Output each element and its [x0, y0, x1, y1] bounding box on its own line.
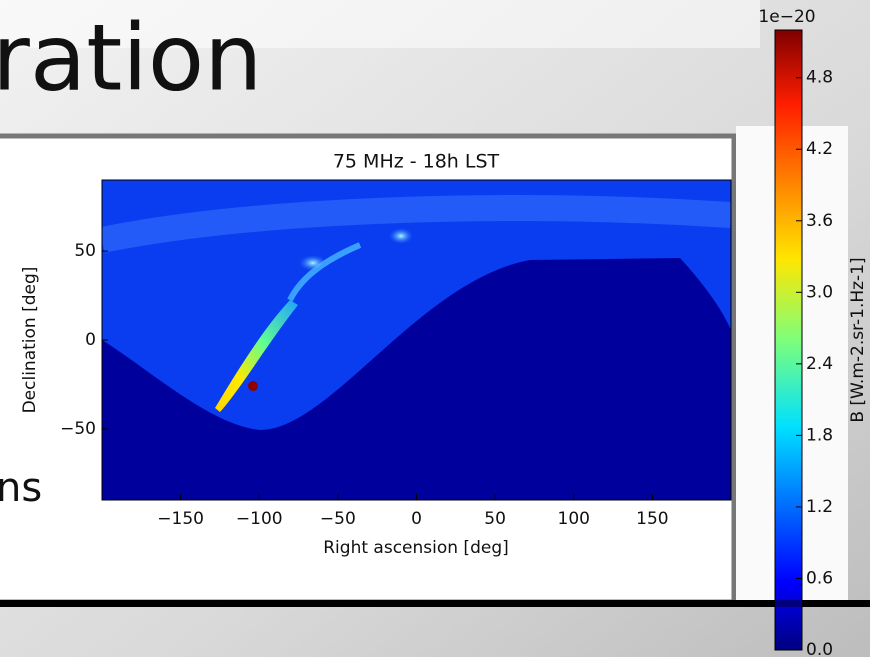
slide-body: ns	[0, 465, 42, 511]
colorbar-tick-label: 1.2	[806, 497, 833, 517]
heatmap-image	[102, 180, 731, 500]
slide: ration ns 75 MHz - 18h LST Right ascensi…	[0, 0, 870, 657]
x-axis-label: Right ascension [deg]	[323, 538, 509, 558]
colorbar-tick-label: 4.2	[806, 139, 833, 159]
colorbar-tick-label: 0.6	[806, 568, 833, 588]
x-tick-label: −50	[320, 509, 356, 529]
y-tick-label: 50	[74, 241, 96, 261]
colorbar-label: B [W.m-2.sr-1.Hz-1]	[848, 257, 868, 422]
colorbar-tick-label: 3.0	[806, 282, 833, 302]
chart-title: 75 MHz - 18h LST	[333, 151, 500, 173]
slide-title: ration	[0, 4, 262, 111]
colorbar-tick-label: 1.8	[806, 425, 833, 445]
x-tick-label: −150	[157, 509, 204, 529]
x-tick-label: 0	[411, 509, 422, 529]
x-tick-label: 150	[636, 509, 668, 529]
colorbar-tick-label: 2.4	[806, 354, 833, 374]
x-tick-label: −100	[236, 509, 283, 529]
y-tick-label: −50	[60, 419, 96, 439]
x-tick-label: 100	[558, 509, 590, 529]
slide-rule	[0, 600, 870, 607]
colorbar-tick-label: 3.6	[806, 211, 833, 231]
y-axis-label: Declination [deg]	[20, 267, 40, 414]
colorbar-overlap	[775, 600, 802, 607]
colorbar-tick-label: 0.0	[806, 640, 833, 657]
colorbar	[775, 30, 802, 650]
colorbar-tick-label: 4.8	[806, 68, 833, 88]
colorbar-offset: 1e−20	[758, 7, 815, 27]
y-tick-label: 0	[85, 330, 96, 350]
x-tick-label: 50	[484, 509, 506, 529]
